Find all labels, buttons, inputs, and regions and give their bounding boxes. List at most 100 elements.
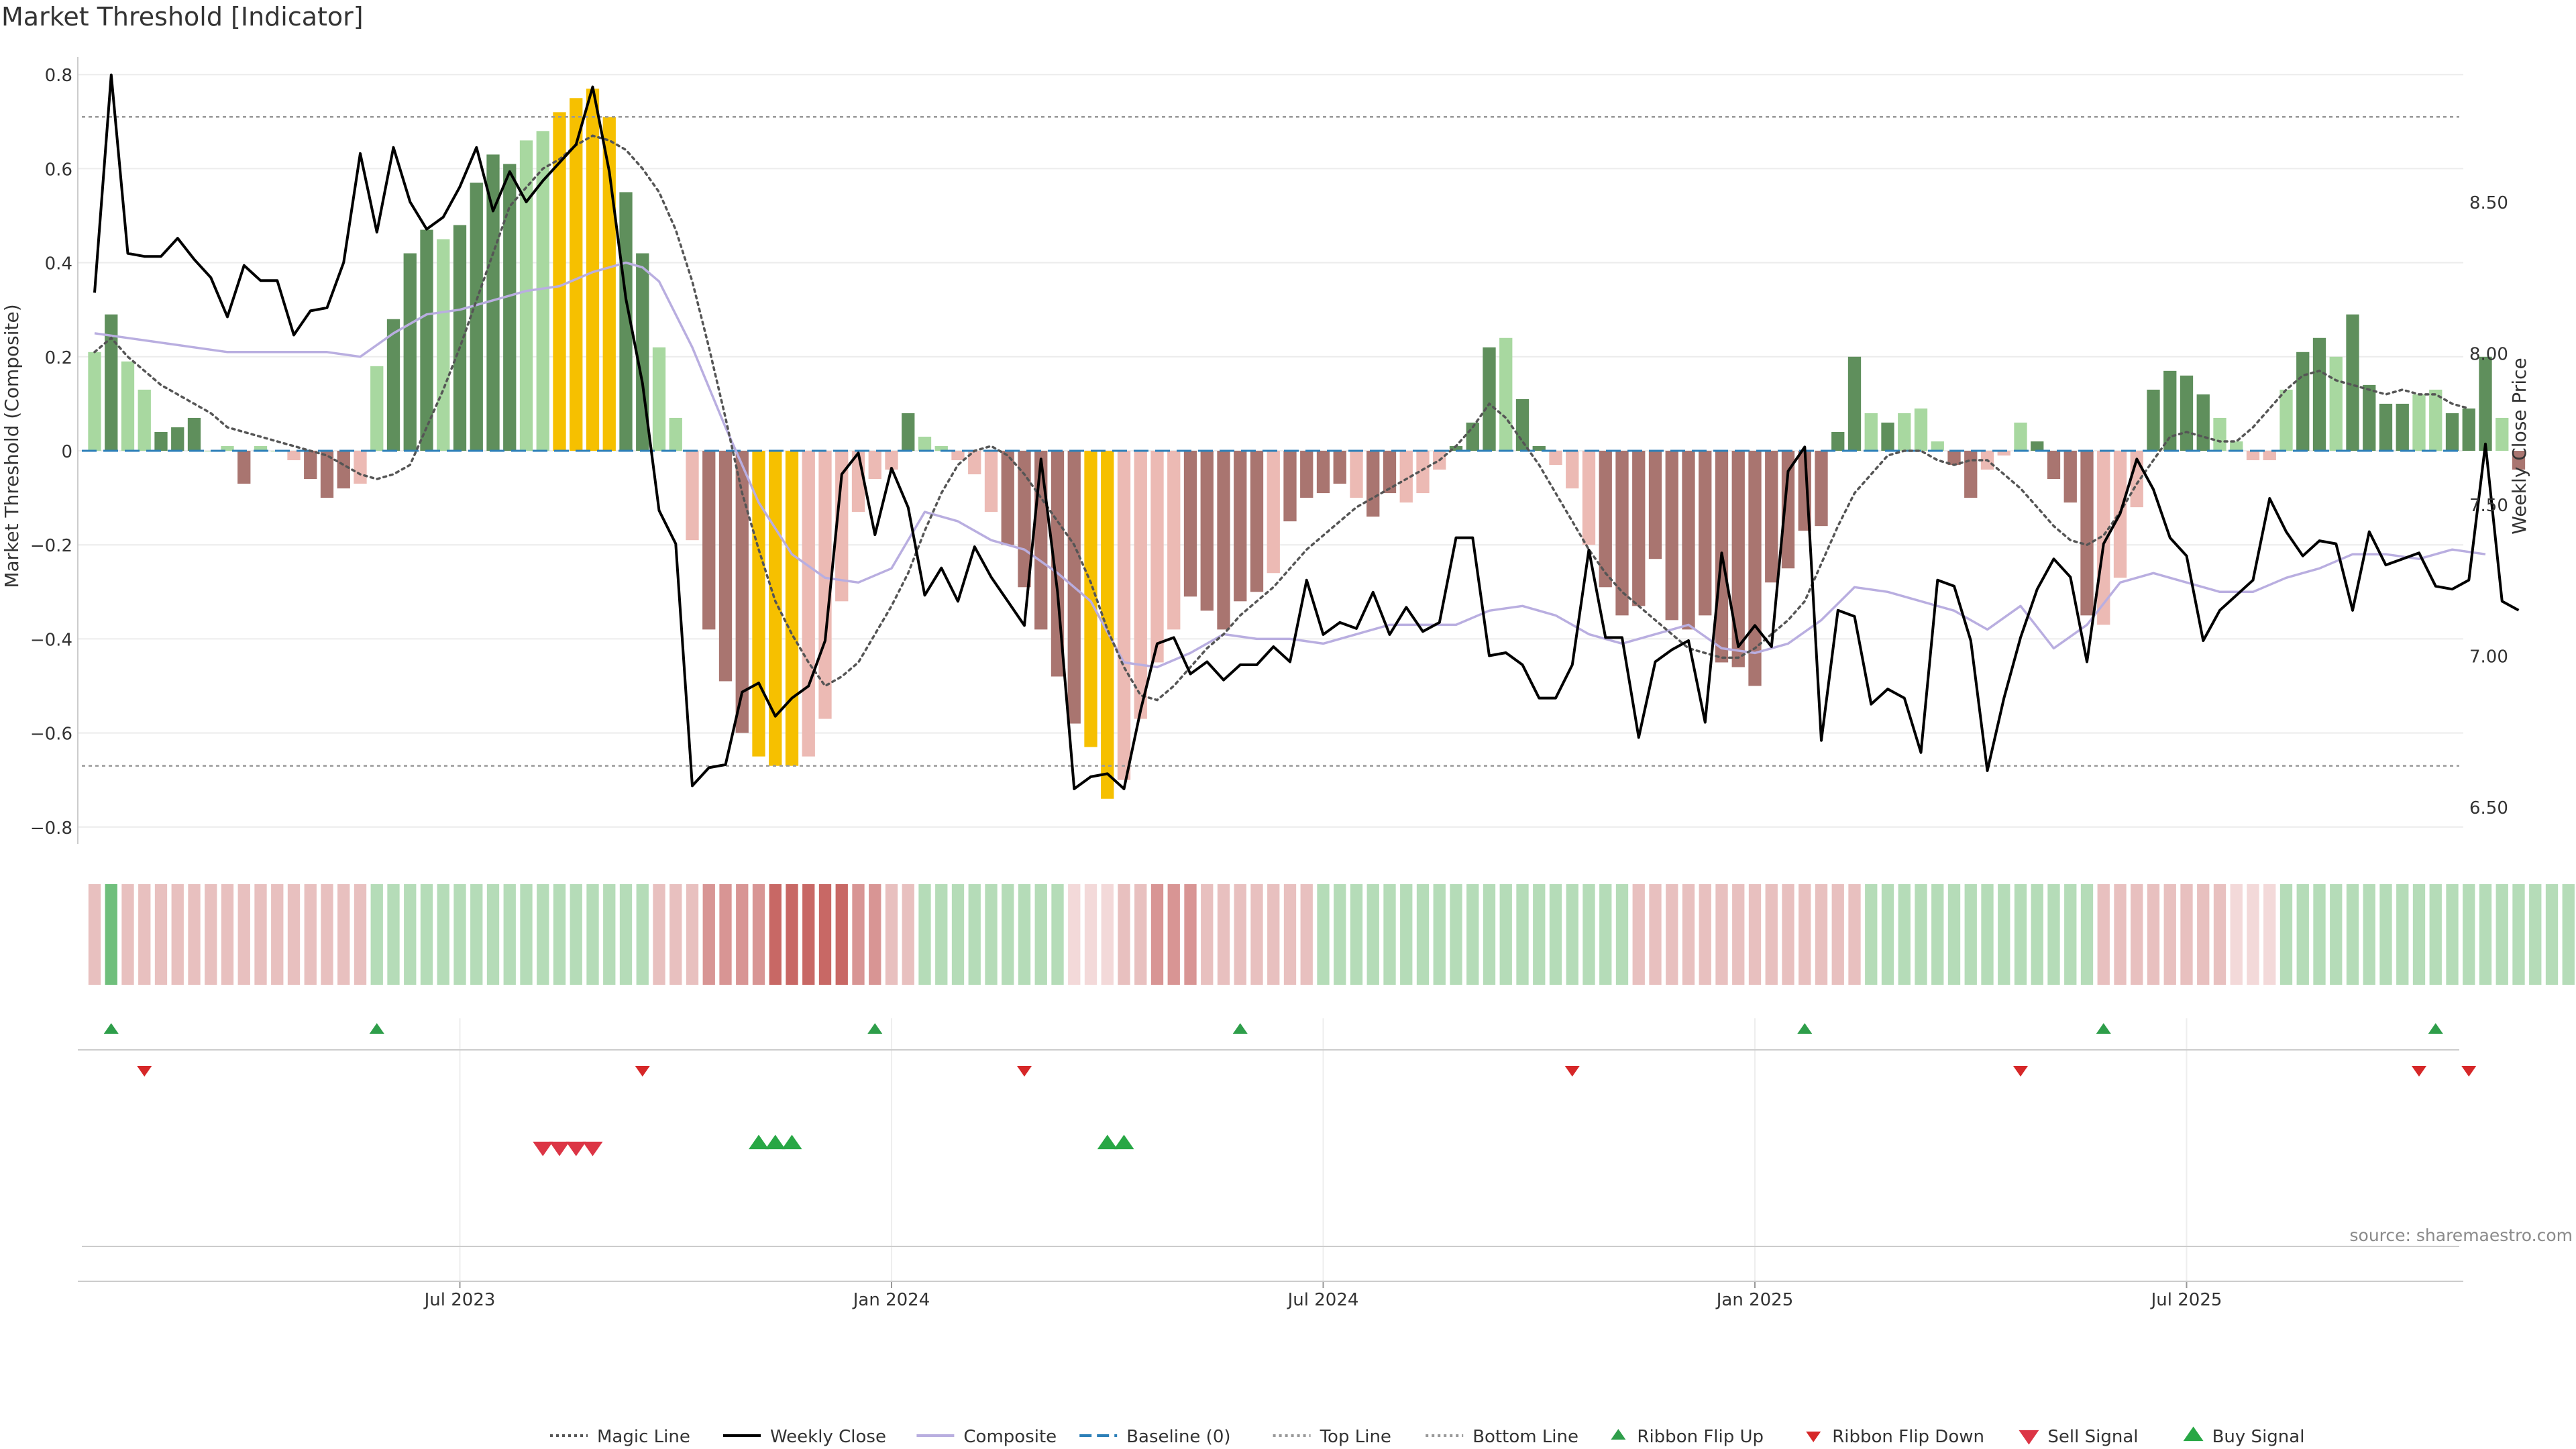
indicator-lines: [82, 73, 2520, 790]
composite-bar: [918, 436, 932, 451]
composite-bar: [1300, 451, 1313, 498]
ribbon-cell: [1599, 884, 1612, 985]
ribbon-cell: [570, 884, 582, 985]
ribbon-cell: [2180, 884, 2193, 985]
ribbon-cell: [2412, 884, 2426, 985]
ribbon-flip-up-marker: [867, 1023, 883, 1034]
composite-bar: [968, 451, 981, 475]
ribbon-cell: [2296, 884, 2309, 985]
ribbon-cell: [1383, 884, 1396, 985]
composite-bar: [1150, 451, 1164, 663]
legend-item: Buy Signal: [2183, 1426, 2305, 1447]
ribbon-cell: [1516, 884, 1529, 985]
ribbon-cell: [138, 884, 151, 985]
legend-swatch: [2183, 1426, 2204, 1442]
composite-bar: [254, 445, 268, 451]
ribbon-flip-down-marker: [635, 1066, 650, 1077]
ribbon-cell: [786, 884, 798, 985]
ribbon-cell: [254, 884, 267, 985]
ribbon-cell: [2197, 884, 2210, 985]
ribbon-cell: [719, 884, 732, 985]
ribbon-cell: [287, 884, 301, 985]
composite-bar: [1898, 413, 1911, 451]
ribbon-cell: [486, 884, 500, 985]
composite-bar: [2147, 389, 2160, 451]
composite-bar: [1881, 422, 1894, 451]
x-tick-label: Jan 2024: [852, 1290, 930, 1310]
ribbon-cell: [2230, 884, 2243, 985]
legend-label: Buy Signal: [2212, 1427, 2305, 1447]
legend-swatch: [1806, 1432, 1821, 1442]
ribbon-cell: [2313, 884, 2326, 985]
ribbon-cell: [1582, 884, 1595, 985]
ribbon-cell: [935, 884, 948, 985]
ribbon-cell: [1947, 884, 1961, 985]
composite-bar: [686, 451, 699, 541]
buy-signal-marker: [782, 1134, 802, 1150]
ribbon-cell: [470, 884, 483, 985]
ribbon-cell: [1815, 884, 1828, 985]
y2-tick-label: 8.00: [2469, 345, 2508, 365]
ribbon-cell: [1150, 884, 1164, 985]
ribbon-flip-up-marker: [1232, 1023, 1248, 1034]
x-tick-label: Jul 2025: [2150, 1290, 2222, 1310]
composite-bar: [1648, 451, 1662, 559]
composite-bar: [1283, 451, 1297, 522]
ribbon-cell: [918, 884, 931, 985]
composite-bar: [2279, 389, 2293, 451]
ribbon-cell: [2097, 884, 2110, 985]
ribbon-cell: [1334, 884, 1346, 985]
composite-bar: [2346, 314, 2359, 451]
ribbon-cell: [105, 884, 117, 985]
composite-bar: [1731, 451, 1745, 667]
composite-bar: [934, 445, 948, 451]
ribbon-cell: [1649, 884, 1662, 985]
composite-bar: [403, 253, 417, 451]
ribbon-cell: [205, 884, 217, 985]
composite-bar: [984, 451, 998, 513]
ribbon-cell: [653, 884, 665, 985]
ribbon-cell: [221, 884, 234, 985]
ribbon-cell: [2463, 884, 2475, 985]
legend-item: Top Line: [1273, 1427, 1391, 1447]
x-tick-label: Jul 2024: [1287, 1290, 1359, 1310]
composite-bar: [221, 445, 234, 451]
composite-bar: [1582, 451, 1596, 545]
ribbon-cell: [121, 884, 134, 985]
legend-label: Ribbon Flip Up: [1637, 1427, 1764, 1447]
composite-bar: [2329, 356, 2343, 451]
legend-item: Magic Line: [550, 1427, 690, 1447]
composite-bar: [1615, 451, 1629, 616]
composite-bar: [2097, 451, 2110, 625]
ribbon-cell: [2064, 884, 2077, 985]
composite-bar: [1001, 451, 1014, 545]
composite-bar: [2230, 441, 2243, 451]
ribbon-flip-up-marker: [369, 1023, 384, 1034]
legend-item: Sell Signal: [2019, 1427, 2138, 1447]
ribbon-cell: [2512, 884, 2525, 985]
composite-bar: [171, 427, 184, 451]
composite-bar: [1416, 451, 1430, 494]
composite-bar: [1549, 451, 1562, 466]
legend-label: Weekly Close: [770, 1427, 886, 1447]
ribbon-cell: [354, 884, 367, 985]
composite-bar: [2496, 417, 2509, 451]
ribbon-cell: [818, 884, 832, 985]
ribbon-cell: [2363, 884, 2375, 985]
ribbon-cell: [1450, 884, 1462, 985]
composite-bar: [370, 366, 384, 451]
ribbon-cell: [2330, 884, 2343, 985]
y-tick-label: −0.4: [30, 630, 72, 650]
ribbon-cell: [2545, 884, 2559, 985]
composite-bar: [2363, 384, 2376, 451]
ribbon-cell: [1865, 884, 1878, 985]
ribbon-cell: [1466, 884, 1479, 985]
composite-bar: [735, 451, 749, 733]
composite-bar: [354, 451, 367, 484]
ribbon-cell: [2263, 884, 2276, 985]
ribbon-cell: [2496, 884, 2508, 985]
composite-bar: [1234, 451, 1247, 602]
composite-bar: [1250, 451, 1264, 592]
y2-axis-label: Weekly Close Price: [2508, 358, 2530, 534]
ribbon-cell: [1566, 884, 1578, 985]
